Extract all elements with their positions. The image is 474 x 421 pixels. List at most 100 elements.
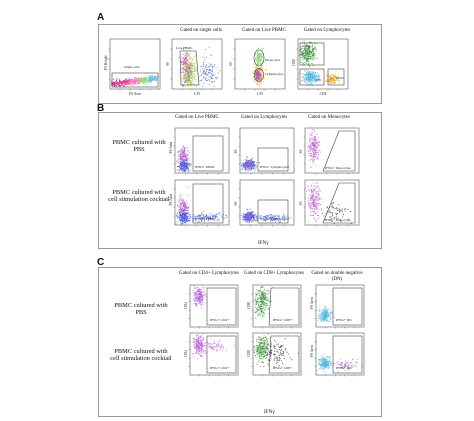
plot-b-r1-c0-pos-event bbox=[212, 214, 214, 216]
plot-a4-dn-event bbox=[304, 81, 306, 83]
plot-b-r1-c0-neg2-event bbox=[182, 212, 184, 214]
plot-a2-dead-event bbox=[204, 77, 206, 79]
plot-b-r0-c1-neg-event bbox=[258, 162, 260, 164]
plot-a2-mid-event bbox=[189, 77, 191, 80]
plot-c-r0-c0-neg-event bbox=[204, 292, 206, 295]
plot-c-r0-c0-neg-event bbox=[202, 301, 204, 304]
plot-b-r1-c2-neg-event bbox=[313, 195, 315, 197]
plot-a2-dead-event bbox=[203, 76, 205, 78]
plot-a1-event bbox=[156, 75, 158, 77]
plot-a4-cd8-event bbox=[303, 63, 305, 65]
plot-b-r1-c0-neg-event bbox=[182, 205, 184, 207]
plot-b-r0-c0-neg-event bbox=[183, 146, 185, 149]
plot-a1-event bbox=[134, 80, 136, 82]
plot-a2-dead-event bbox=[208, 65, 211, 67]
plot-a2-inner-event bbox=[188, 75, 190, 77]
plot-a4-cd8-event bbox=[303, 56, 305, 58]
plot-b-r1-c0-neg2-event bbox=[185, 222, 187, 224]
plot-b-r1-c0-neg2-event bbox=[179, 220, 181, 222]
plot-a2-inner-event bbox=[184, 58, 186, 60]
plot-a2-dead-event bbox=[211, 82, 213, 84]
plot-c-r0-c0-neg-event bbox=[194, 287, 196, 289]
plot-a4-cd8-event bbox=[308, 50, 310, 53]
plot-a3-mono-event bbox=[260, 48, 262, 50]
plot-a3-mono-event bbox=[256, 56, 258, 58]
plot-b-r1-c0-neg2-event bbox=[178, 215, 181, 217]
plot-c-r0-c0-neg-event bbox=[200, 288, 202, 291]
plot-a1-event bbox=[113, 85, 115, 87]
plot-c-r0-c0-neg-event bbox=[204, 287, 206, 289]
plot-b-r0-c1-neg-event bbox=[247, 156, 249, 159]
plot-a4-cd8-event bbox=[312, 45, 314, 47]
plot-c-r0-c0-neg-event bbox=[198, 303, 200, 305]
plot-a3-lymph-core-event bbox=[255, 76, 257, 78]
plot-a4-cd8-event bbox=[306, 48, 308, 50]
plot-a1-event bbox=[114, 83, 116, 85]
plot-b-r0-c1-neg-event bbox=[255, 165, 257, 167]
plot-a1-event bbox=[128, 82, 130, 84]
plot-c-r0-c1-neg-event bbox=[267, 307, 269, 309]
plot-b-r0-c2-neg-event bbox=[317, 136, 319, 139]
plot-b-r0-c0-neg-event bbox=[180, 148, 182, 150]
plot-a2-inner-event bbox=[185, 70, 187, 72]
plot-b-r1-c2-neg-event bbox=[321, 207, 323, 210]
plot-a4-cd4-event bbox=[330, 81, 332, 83]
plot-a2-dead-event bbox=[211, 69, 214, 71]
plot-a2-core-event bbox=[191, 80, 193, 82]
plot-a2-dead-event bbox=[208, 68, 211, 70]
plot-a4-cd8-event bbox=[314, 56, 316, 58]
plot-a3-mono-event bbox=[257, 48, 260, 50]
plot-a2-inner-event bbox=[183, 65, 185, 68]
plot-b-r0-c1-neg-event bbox=[243, 162, 245, 164]
plot-a3-lymph-event bbox=[253, 80, 255, 82]
plot-b-r1-c2-pos-event bbox=[332, 215, 334, 217]
plot-a4-dn-event bbox=[305, 81, 307, 83]
plot-a3-lymph-core-event bbox=[257, 72, 259, 74]
plot-a2-mid-event bbox=[197, 80, 199, 83]
plot-a1-event bbox=[154, 78, 156, 80]
gate-single-cells bbox=[111, 72, 159, 88]
plot-a2-dead-event bbox=[203, 65, 205, 67]
plot-b-r0-c2-neg-event bbox=[313, 152, 315, 154]
plot-a2-dead-event bbox=[208, 79, 210, 81]
plot-c-r0-c0-neg-event bbox=[200, 291, 202, 293]
plot-b-r0-c2-neg-event bbox=[318, 141, 320, 143]
plot-a4-cd8-event bbox=[311, 52, 313, 54]
plot-a4-cd4-event bbox=[326, 79, 328, 81]
plot-a2-dead-event bbox=[205, 67, 207, 69]
plot-c-r0-c0-neg-event bbox=[193, 300, 195, 302]
plot-a2-dead-event bbox=[207, 72, 209, 74]
plot-a4-cd8-event bbox=[314, 47, 316, 49]
plot-a3-mono-event bbox=[261, 63, 263, 65]
plot-b-r1-c0-neg-event bbox=[178, 198, 180, 200]
plot-a4-dn-event bbox=[304, 70, 306, 72]
plot-a2-dead-event bbox=[203, 56, 205, 58]
plot-a2-inner-event bbox=[184, 59, 186, 61]
plot-a4-cd8-event bbox=[306, 51, 308, 53]
plot-b-r1-c0-pos-event bbox=[215, 215, 217, 217]
plot-a4-cd8-event bbox=[312, 51, 314, 53]
plot-b-r1-c2-neg-event bbox=[307, 189, 309, 191]
plot-b-r1-c1-neg-event bbox=[252, 220, 254, 222]
plot-b-r1-c2-pos-event bbox=[341, 208, 343, 210]
plot-b-r0-c2-neg-event bbox=[314, 150, 316, 152]
plot-b-r1-c0-neg2-event bbox=[182, 220, 184, 222]
plot-b-r0-c1-neg-event bbox=[252, 160, 254, 162]
gate-label-dn: DN bbox=[316, 78, 321, 82]
plot-b-r1-c0-neg2-event bbox=[181, 218, 183, 220]
plot-b-r1-c2-pos-event bbox=[331, 214, 333, 216]
plot-a4-cd8-event bbox=[303, 49, 305, 52]
plot-a3-lymph-event bbox=[265, 68, 267, 70]
plot-a4-cd8-event bbox=[303, 43, 305, 45]
plot-b-r1-c1-neg-event bbox=[252, 215, 254, 218]
plot-b-r1-c0-pos-event bbox=[225, 214, 227, 216]
plot-c-r0-c0-neg-event bbox=[193, 298, 195, 300]
plot-a3-lymph-core-event bbox=[258, 78, 260, 80]
plot-b-r0-c2-neg-event bbox=[311, 135, 313, 137]
plot-a3-mono-event bbox=[259, 53, 261, 55]
plot-a3-lymph-event bbox=[252, 72, 254, 74]
plot-b-r0-c1-core-event bbox=[252, 164, 254, 166]
plot-a4-dn-event bbox=[306, 69, 309, 72]
plot-a1-event bbox=[140, 78, 142, 80]
plot-a2-core-event bbox=[192, 63, 194, 65]
